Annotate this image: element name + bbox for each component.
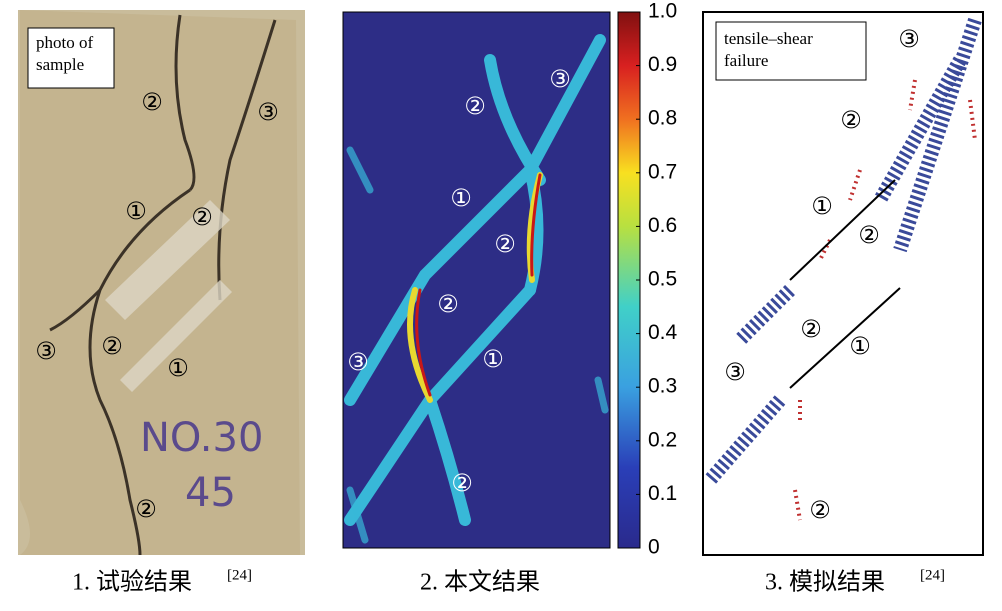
- model-panel: tensile–shear failure: [702, 11, 984, 556]
- colorbar-tick-label: 0.3: [648, 375, 677, 398]
- annotation: ③: [347, 348, 369, 376]
- annotation: ②: [437, 290, 459, 318]
- annotation: ①: [125, 197, 147, 225]
- label-line: failure: [724, 51, 768, 70]
- annotation: ②: [858, 221, 880, 249]
- label-box: [27, 27, 115, 89]
- colorbar-tick-label: 0.6: [648, 214, 677, 237]
- label-line: sample: [36, 55, 84, 74]
- sample-marking: 45: [185, 470, 236, 516]
- colorbar-tick-label: 0.7: [648, 160, 677, 183]
- cracks: [49, 14, 277, 556]
- annotation: ②: [840, 106, 862, 134]
- label-line: photo of: [36, 33, 93, 52]
- label-line: tensile–shear: [724, 29, 813, 48]
- annotation: ②: [451, 469, 473, 497]
- annotation: ②: [101, 332, 123, 360]
- annotation: ②: [800, 315, 822, 343]
- annotation: ③: [35, 337, 57, 365]
- annotation: ①: [849, 332, 871, 360]
- annotation: ②: [464, 92, 486, 120]
- annotation: ③: [257, 98, 279, 126]
- caption: 1. 试验结果: [72, 569, 192, 596]
- annotation: ①: [450, 184, 472, 212]
- caption-ref: [24]: [920, 567, 945, 583]
- caption: 2. 本文结果: [420, 569, 540, 596]
- colorbar-tick-label: 0: [648, 536, 660, 559]
- colorbar-tick-label: 0.8: [648, 107, 677, 130]
- label-box: [715, 21, 867, 81]
- colorbar-tick-label: 0.1: [648, 482, 677, 505]
- annotation: ①: [167, 354, 189, 382]
- colorbar-tick-label: 0.5: [648, 268, 677, 291]
- colorbar-tick-label: 0.4: [648, 321, 678, 344]
- flaws: [789, 179, 901, 389]
- colorbar-tick-label: 0.9: [648, 53, 677, 76]
- annotation: ③: [724, 358, 746, 386]
- photo-panel: photo of sample NO.30 45: [18, 10, 305, 556]
- flaws: [105, 200, 232, 392]
- annotation: ①: [811, 192, 833, 220]
- caption: 3. 模拟结果: [765, 569, 885, 596]
- annotation: ①: [482, 345, 504, 373]
- annotation: ②: [141, 88, 163, 116]
- annotation: ②: [191, 203, 213, 231]
- annotation: ③: [549, 65, 571, 93]
- annotation: ②: [809, 496, 831, 524]
- panel-label: photo of sample: [36, 33, 93, 74]
- simulation-panel: [342, 11, 641, 549]
- annotation: ②: [135, 495, 157, 523]
- colorbar-tick-label: 0.2: [648, 428, 677, 451]
- damage-bands: [344, 34, 609, 544]
- annotation: ③: [898, 25, 920, 53]
- colorbar-tick-label: 1.0: [648, 0, 677, 23]
- sample-marking: NO.30: [140, 415, 263, 461]
- crack-particles: [704, 17, 982, 485]
- annotation: ②: [494, 230, 516, 258]
- caption-ref: [24]: [227, 567, 252, 583]
- panel-label: tensile–shear failure: [724, 29, 813, 70]
